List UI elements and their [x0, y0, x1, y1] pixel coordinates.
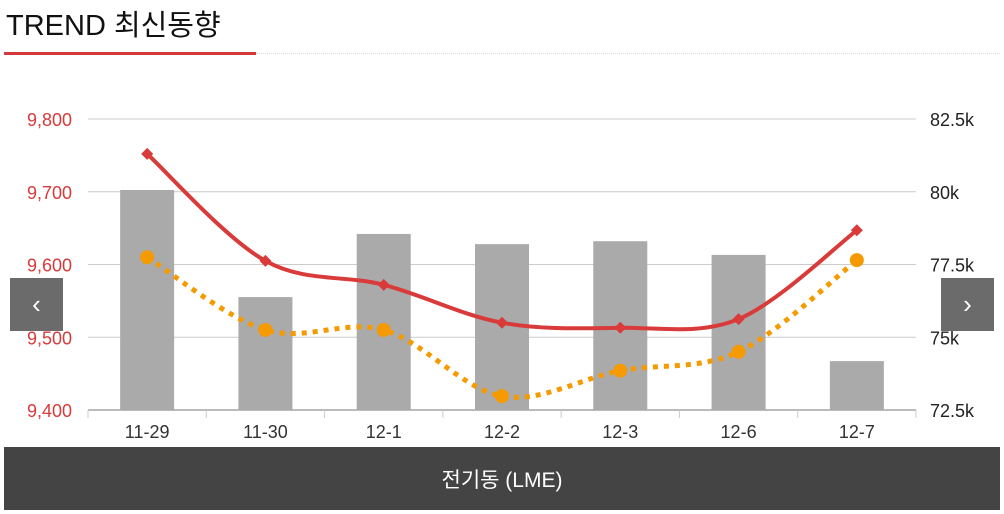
- bar: [829, 361, 884, 410]
- left-axis-tick: 9,400: [27, 401, 72, 421]
- x-axis-label: 11-29: [125, 422, 170, 442]
- page-title: TREND 최신동향: [6, 10, 221, 42]
- x-axis-label: 12-7: [839, 422, 875, 442]
- right-axis-tick: 75k: [930, 328, 960, 348]
- x-axis-label: 12-6: [721, 422, 757, 442]
- red-point: [732, 313, 745, 326]
- x-axis-label: 11-30: [243, 422, 288, 442]
- left-axis-tick: 9,800: [27, 110, 72, 130]
- x-axis-label: 12-1: [366, 422, 402, 442]
- x-axis-label: 12-3: [602, 422, 638, 442]
- trend-chart: 9,400 72.5k 9,500 75k 9,600 77.5k 9,700 80k 9,80…: [27, 110, 975, 442]
- red-point: [259, 254, 272, 267]
- right-axis-tick: 82.5k: [930, 110, 975, 130]
- prev-button[interactable]: ‹: [10, 278, 63, 331]
- bar: [238, 297, 293, 410]
- orange-point: [849, 253, 864, 268]
- orange-point: [140, 250, 155, 265]
- red-point: [496, 316, 508, 329]
- chart-caption: 전기동 (LME): [441, 468, 563, 492]
- red-point: [850, 224, 863, 237]
- orange-point: [613, 363, 628, 378]
- orange-point: [731, 344, 746, 359]
- right-axis-tick: 80k: [930, 183, 960, 203]
- bar: [356, 233, 411, 410]
- red-point: [141, 147, 154, 160]
- orange-point: [376, 322, 391, 337]
- red-point: [614, 321, 627, 334]
- left-axis-tick: 9,700: [27, 183, 72, 203]
- divider: [256, 53, 1000, 54]
- chart-caption-bar: 전기동 (LME): [4, 447, 1000, 510]
- orange-point: [495, 389, 509, 404]
- left-axis-tick: 9,600: [27, 256, 72, 276]
- bar: [711, 254, 766, 410]
- x-axis-label: 12-2: [484, 422, 520, 442]
- right-axis-tick: 77.5k: [930, 256, 975, 276]
- next-button[interactable]: ›: [941, 278, 994, 331]
- bar: [120, 190, 175, 410]
- left-axis-tick: 9,500: [27, 328, 72, 348]
- orange-point: [258, 322, 273, 337]
- red-point: [377, 278, 390, 291]
- title-underline: [4, 52, 256, 55]
- right-axis-tick: 72.5k: [930, 401, 975, 421]
